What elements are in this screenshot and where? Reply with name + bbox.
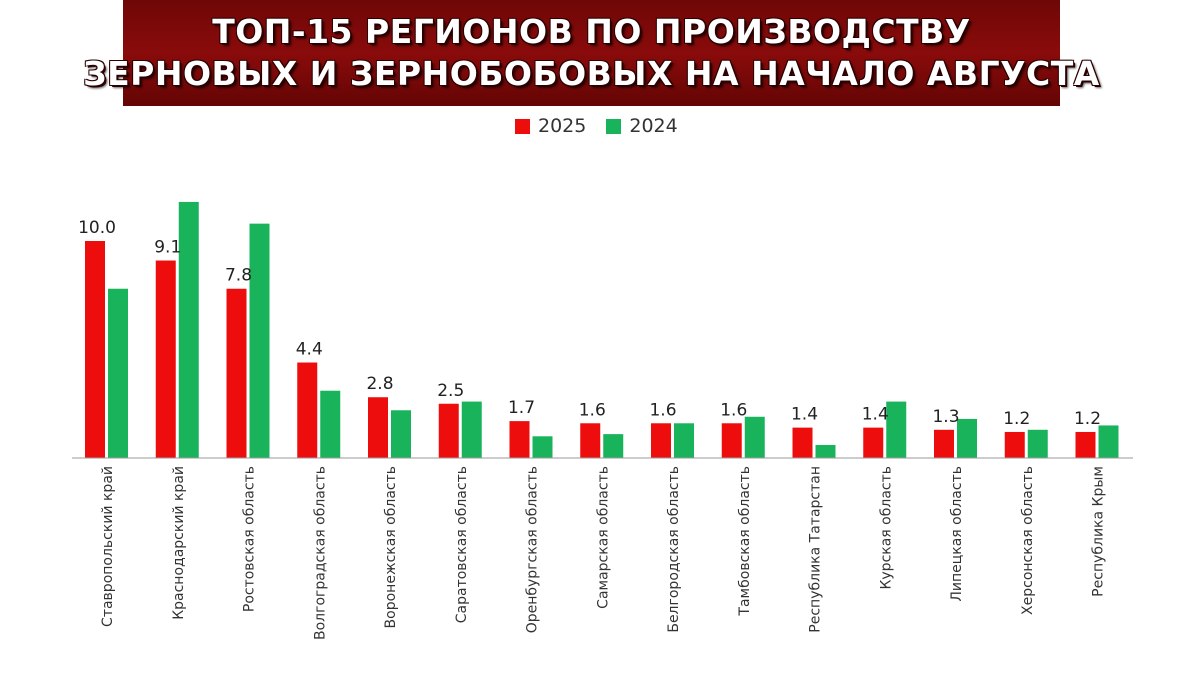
data-label-2025-1: 10.0	[78, 218, 116, 238]
bar-2024-13	[957, 418, 977, 458]
chart-title-line-1: ТОП-15 РЕГИОНОВ ПО ПРОИЗВОДСТВУ	[212, 12, 971, 51]
bar-2025-5	[368, 397, 388, 458]
bar-2024-12	[886, 401, 907, 458]
title-banner: ТОП-15 РЕГИОНОВ ПО ПРОИЗВОДСТВУ ЗЕРНОВЫХ…	[83, 0, 1099, 106]
x-tick-label-14: Херсонская область	[1020, 466, 1036, 615]
data-label-2025-12: 1.4	[862, 405, 889, 425]
legend: 2025 2024	[515, 115, 678, 137]
bar-2024-14	[1027, 429, 1048, 458]
data-label-2025-11: 1.4	[791, 405, 818, 425]
bar-2025-12	[863, 427, 884, 458]
x-tick-label-15: Республика Крым	[1091, 466, 1107, 597]
bar-2024-11	[815, 444, 836, 458]
legend-swatch-2024	[606, 118, 622, 134]
bar-2024-15	[1098, 425, 1119, 458]
legend-item-2025: 2025	[515, 115, 586, 137]
bar-2025-6	[438, 403, 459, 458]
bar-2025-10	[721, 423, 742, 458]
bar-2024-1	[108, 288, 128, 458]
bar-2025-9	[651, 423, 671, 458]
bar-2025-2	[155, 260, 176, 458]
bar-2024-4	[320, 390, 341, 458]
x-tick-label-6: Саратовская область	[454, 466, 470, 623]
legend-swatch-2025	[515, 118, 530, 134]
bar-2024-6	[461, 401, 482, 458]
data-label-2025-15: 1.2	[1074, 409, 1101, 429]
bar-2025-7	[509, 421, 530, 458]
legend-label-2024: 2024	[629, 115, 678, 137]
data-label-2025-13: 1.3	[932, 407, 959, 427]
data-label-2025-8: 1.6	[579, 400, 606, 420]
data-label-2025-2: 9.1	[154, 238, 181, 258]
bar-2025-11	[792, 427, 813, 458]
x-tick-label-12: Курская область	[878, 466, 894, 590]
data-label-2025-3: 7.8	[225, 266, 252, 286]
x-tick-label-7: Оренбургская область	[525, 466, 541, 633]
x-tick-label-9: Белгородская область	[666, 466, 682, 633]
x-tick-label-1: Ставропольский край	[100, 466, 116, 627]
bar-2024-10	[744, 416, 765, 458]
x-tick-label-2: Краснодарский край	[171, 466, 187, 620]
data-label-2025-7: 1.7	[508, 398, 535, 418]
chart-title-line-2: ЗЕРНОВЫХ И ЗЕРНОБОБОВЫХ НА НАЧАЛО АВГУСТ…	[83, 54, 1100, 93]
data-label-2025-4: 4.4	[296, 340, 323, 360]
x-tick-label-4: Волгоградская область	[312, 466, 328, 640]
x-tick-label-13: Липецкая область	[949, 466, 965, 602]
legend-item-2024: 2024	[606, 115, 678, 137]
x-tick-label-3: Ростовская область	[242, 466, 258, 612]
x-tick-label-8: Самарская область	[595, 466, 611, 609]
x-tick-label-5: Воронежская область	[383, 466, 399, 628]
bar-2024-9	[674, 423, 694, 458]
data-label-2025-10: 1.6	[720, 400, 747, 420]
bar-2025-1	[85, 241, 105, 458]
data-label-2025-14: 1.2	[1003, 409, 1030, 429]
bar-2025-13	[934, 429, 954, 458]
data-label-2025-5: 2.8	[366, 374, 393, 394]
bar-2024-3	[249, 223, 270, 458]
bar-2025-14	[1004, 431, 1025, 458]
bar-2025-3	[226, 288, 247, 458]
bar-2025-4	[297, 362, 318, 458]
bar-2024-8	[603, 434, 624, 458]
bar-2024-2	[178, 201, 199, 458]
x-tick-label-10: Тамбовская область	[737, 466, 753, 617]
bar-2025-15	[1075, 431, 1096, 458]
bar-2024-7	[532, 436, 553, 458]
bar-2025-8	[580, 423, 601, 458]
x-tick-label-11: Республика Татарстан	[808, 466, 824, 633]
data-label-2025-6: 2.5	[437, 381, 464, 401]
bar-2024-5	[391, 410, 411, 458]
data-label-2025-9: 1.6	[649, 400, 676, 420]
legend-label-2025: 2025	[538, 115, 587, 137]
